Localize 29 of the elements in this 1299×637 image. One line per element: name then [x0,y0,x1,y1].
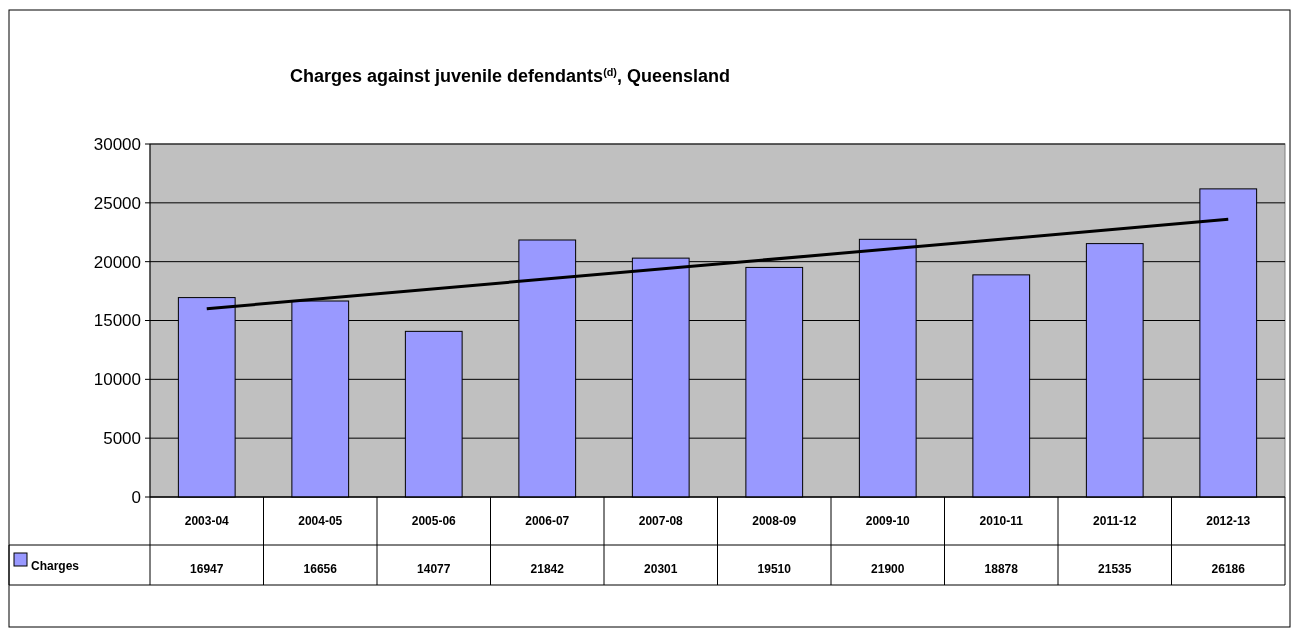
data-label: 21842 [530,562,565,577]
x-tick-label: 2012-13 [1206,514,1251,529]
data-label: 21900 [871,562,905,577]
data-label: 19510 [757,562,792,577]
x-tick-label: 2005-06 [411,514,457,529]
x-tick-label: 2003-04 [184,514,230,529]
y-tick-label: 15000 [93,311,141,331]
x-tick-label: 2006-07 [525,514,570,529]
x-tick-label: 2009-10 [865,514,911,529]
y-tick-label: 30000 [93,134,141,154]
chart-title: Charges against juvenile defendants$^{(d)}$, Queensland [290,66,730,86]
x-tick-label: 2007-08 [638,514,684,529]
data-label: 21535 [1098,562,1132,577]
y-tick-label: 0 [131,487,141,507]
data-label: 20301 [644,562,678,577]
legend-label: Charges [31,559,80,573]
data-label: 16656 [303,562,338,577]
data-label: 16947 [190,562,224,577]
data-label: 18878 [984,562,1019,577]
y-tick-label: 5000 [103,429,141,449]
y-tick-label: 10000 [93,370,141,390]
data-label: 14077 [417,562,451,577]
x-tick-label: 2011-12 [1093,514,1137,529]
y-tick-label: 20000 [93,252,141,272]
x-tick-label: 2010-11 [979,514,1024,529]
data-label: 26186 [1211,562,1246,577]
x-tick-label: 2008-09 [752,514,797,529]
y-tick-label: 25000 [93,193,141,213]
x-tick-label: 2004-05 [298,514,343,529]
